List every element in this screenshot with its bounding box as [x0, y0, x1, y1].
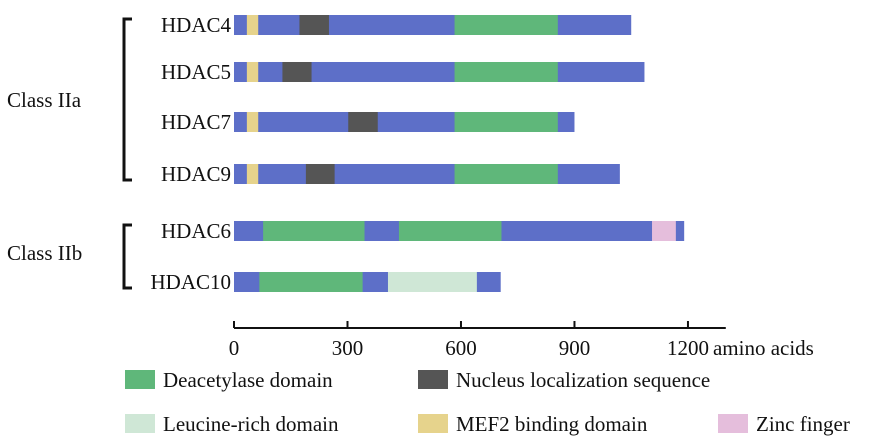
protein-row-hdac10: HDAC10: [150, 270, 501, 294]
mef2-domain-segment: [246, 15, 259, 35]
protein-row-hdac4: HDAC4: [161, 13, 632, 37]
class-label: Class IIb: [7, 241, 82, 265]
tick-label: 300: [332, 336, 364, 360]
protein-rows: HDAC4 HDAC5 HDAC7 HDAC9 HDAC6 HDAC10: [150, 13, 685, 294]
legend-item-zinc: Zinc finger: [718, 412, 850, 436]
legend-item-nls: Nucleus localization sequence: [418, 368, 710, 392]
protein-label: HDAC6: [161, 219, 231, 243]
legend-swatch: [418, 370, 448, 389]
class-label: Class IIa: [7, 88, 82, 112]
legend-label: MEF2 binding domain: [456, 412, 648, 436]
protein-row-hdac5: HDAC5: [161, 60, 645, 84]
class-labels: Class IIa Class IIb: [7, 88, 82, 265]
legend-label: Zinc finger: [756, 412, 850, 436]
tick-label: 0: [229, 336, 240, 360]
legend-swatch: [125, 370, 155, 389]
legend-label: Nucleus localization sequence: [456, 368, 710, 392]
bracket-class-iib: [122, 223, 132, 290]
legend-label: Leucine-rich domain: [163, 412, 339, 436]
legend-item-leucine: Leucine-rich domain: [125, 412, 339, 436]
nls-domain-segment: [305, 164, 335, 184]
class-brackets: [122, 17, 132, 290]
protein-label: HDAC4: [161, 13, 232, 37]
leucine-domain-segment: [387, 272, 477, 292]
zinc-domain-segment: [652, 221, 676, 241]
deacetylase-domain-segment: [454, 164, 558, 184]
protein-backbone-bar: [234, 164, 620, 184]
axis-unit-label: amino acids: [713, 336, 814, 360]
legend: Deacetylase domain Nucleus localization s…: [125, 368, 850, 436]
legend-swatch: [418, 414, 448, 433]
mef2-domain-segment: [246, 62, 259, 82]
legend-item-mef2: MEF2 binding domain: [418, 412, 648, 436]
nls-domain-segment: [282, 62, 312, 82]
protein-label: HDAC9: [161, 162, 231, 186]
mef2-domain-segment: [246, 112, 259, 132]
tick-label: 600: [445, 336, 477, 360]
protein-row-hdac7: HDAC7: [161, 110, 575, 134]
deacetylase-domain-segment: [454, 62, 558, 82]
x-axis: 0 300 600 900 1200 amino acids: [229, 321, 814, 360]
protein-label: HDAC10: [150, 270, 231, 294]
deacetylase-domain-segment: [398, 221, 502, 241]
tick-label: 1200: [667, 336, 709, 360]
deacetylase-domain-segment: [263, 221, 365, 241]
legend-label: Deacetylase domain: [163, 368, 333, 392]
legend-swatch: [125, 414, 155, 433]
deacetylase-domain-segment: [454, 15, 558, 35]
legend-swatch: [718, 414, 748, 433]
nls-domain-segment: [299, 15, 329, 35]
legend-item-deacetylase: Deacetylase domain: [125, 368, 333, 392]
nls-domain-segment: [348, 112, 378, 132]
deacetylase-domain-segment: [454, 112, 558, 132]
protein-label: HDAC7: [161, 110, 231, 134]
mef2-domain-segment: [246, 164, 259, 184]
tick-label: 900: [559, 336, 591, 360]
protein-row-hdac6: HDAC6: [161, 219, 685, 243]
protein-row-hdac9: HDAC9: [161, 162, 620, 186]
bracket-class-iia: [122, 17, 132, 182]
deacetylase-domain-segment: [259, 272, 363, 292]
protein-backbone-bar: [234, 15, 632, 35]
protein-label: HDAC5: [161, 60, 231, 84]
